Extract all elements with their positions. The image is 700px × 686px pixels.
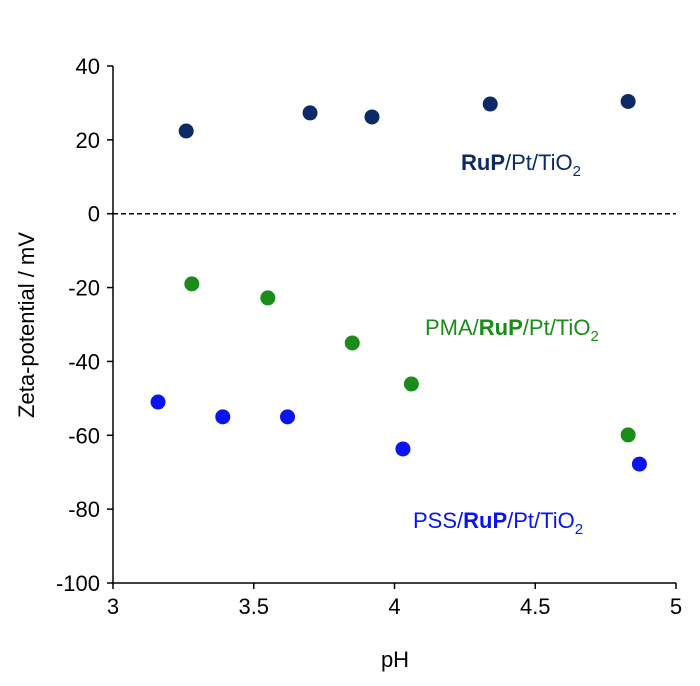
label-part: /Pt/TiO (523, 315, 591, 340)
series-label: RuP/Pt/TiO2 (461, 150, 581, 180)
label-part: 2 (590, 328, 598, 345)
point (150, 394, 166, 410)
y-tick-label: 0 (88, 202, 100, 227)
y-tick-label: -100 (56, 571, 100, 596)
series-label: PMA/RuP/Pt/TiO2 (425, 315, 599, 345)
x-tick-label: 3 (107, 594, 119, 619)
y-tick-label: -60 (68, 423, 100, 448)
label-part: RuP (463, 508, 507, 533)
label-part: /Pt/TiO (507, 508, 575, 533)
point (620, 427, 636, 443)
label-part: PSS/ (413, 508, 464, 533)
x-axis-title: pH (381, 647, 409, 672)
point (620, 93, 636, 109)
label-part: PMA/ (425, 315, 480, 340)
point (260, 290, 276, 306)
y-tick-label: -40 (68, 349, 100, 374)
label-part: /Pt/TiO (505, 150, 573, 175)
series-label: PSS/RuP/Pt/TiO2 (413, 508, 583, 538)
x-tick-label: 4.5 (520, 594, 551, 619)
y-tick-label: -80 (68, 497, 100, 522)
y-tick-label: 20 (76, 128, 100, 153)
y-tick-label: 40 (76, 54, 100, 79)
label-part: 2 (573, 163, 581, 180)
label-part: RuP (479, 315, 523, 340)
point (215, 409, 231, 425)
point (631, 456, 647, 472)
label-part: RuP (461, 150, 505, 175)
x-tick-label: 5 (670, 594, 682, 619)
label-part: 2 (575, 521, 583, 538)
point (364, 109, 380, 125)
point (344, 335, 360, 351)
x-tick-label: 4 (388, 594, 400, 619)
y-axis-title: Zeta-potential / mV (14, 232, 39, 418)
point (482, 96, 498, 112)
y-tick-label: -20 (68, 276, 100, 301)
point (280, 409, 296, 425)
point (395, 441, 411, 457)
point (403, 376, 419, 392)
point (184, 276, 200, 292)
x-tick-label: 3.5 (238, 594, 269, 619)
point (178, 123, 194, 139)
point (302, 105, 318, 121)
